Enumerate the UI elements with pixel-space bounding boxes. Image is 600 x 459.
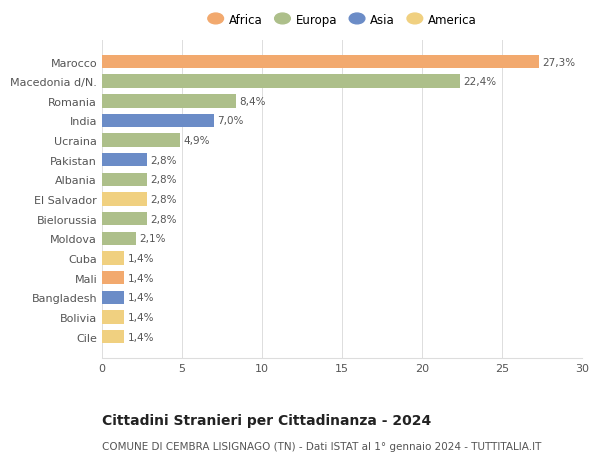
Bar bbox=[102, 213, 147, 226]
Bar bbox=[102, 115, 214, 128]
Text: 2,8%: 2,8% bbox=[150, 156, 176, 165]
Text: COMUNE DI CEMBRA LISIGNAGO (TN) - Dati ISTAT al 1° gennaio 2024 - TUTTITALIA.IT: COMUNE DI CEMBRA LISIGNAGO (TN) - Dati I… bbox=[102, 441, 541, 451]
Bar bbox=[102, 193, 147, 207]
Bar bbox=[102, 154, 147, 167]
Text: 2,1%: 2,1% bbox=[139, 234, 166, 244]
Bar bbox=[102, 56, 539, 69]
Bar bbox=[102, 174, 147, 187]
Text: 2,8%: 2,8% bbox=[150, 214, 176, 224]
Bar bbox=[102, 75, 460, 89]
Text: 8,4%: 8,4% bbox=[239, 96, 266, 106]
Text: Cittadini Stranieri per Cittadinanza - 2024: Cittadini Stranieri per Cittadinanza - 2… bbox=[102, 413, 431, 427]
Text: 27,3%: 27,3% bbox=[542, 57, 575, 67]
Text: 2,8%: 2,8% bbox=[150, 195, 176, 205]
Bar bbox=[102, 311, 124, 324]
Bar bbox=[102, 271, 124, 285]
Text: 1,4%: 1,4% bbox=[128, 313, 154, 322]
Legend: Africa, Europa, Asia, America: Africa, Europa, Asia, America bbox=[203, 9, 481, 32]
Text: 1,4%: 1,4% bbox=[128, 273, 154, 283]
Bar bbox=[102, 330, 124, 344]
Text: 1,4%: 1,4% bbox=[128, 293, 154, 303]
Bar bbox=[102, 232, 136, 246]
Bar bbox=[102, 252, 124, 265]
Text: 1,4%: 1,4% bbox=[128, 253, 154, 263]
Bar bbox=[102, 95, 236, 108]
Text: 22,4%: 22,4% bbox=[464, 77, 497, 87]
Bar bbox=[102, 291, 124, 304]
Text: 4,9%: 4,9% bbox=[184, 136, 210, 146]
Text: 1,4%: 1,4% bbox=[128, 332, 154, 342]
Text: 2,8%: 2,8% bbox=[150, 175, 176, 185]
Bar bbox=[102, 134, 181, 147]
Text: 7,0%: 7,0% bbox=[217, 116, 244, 126]
